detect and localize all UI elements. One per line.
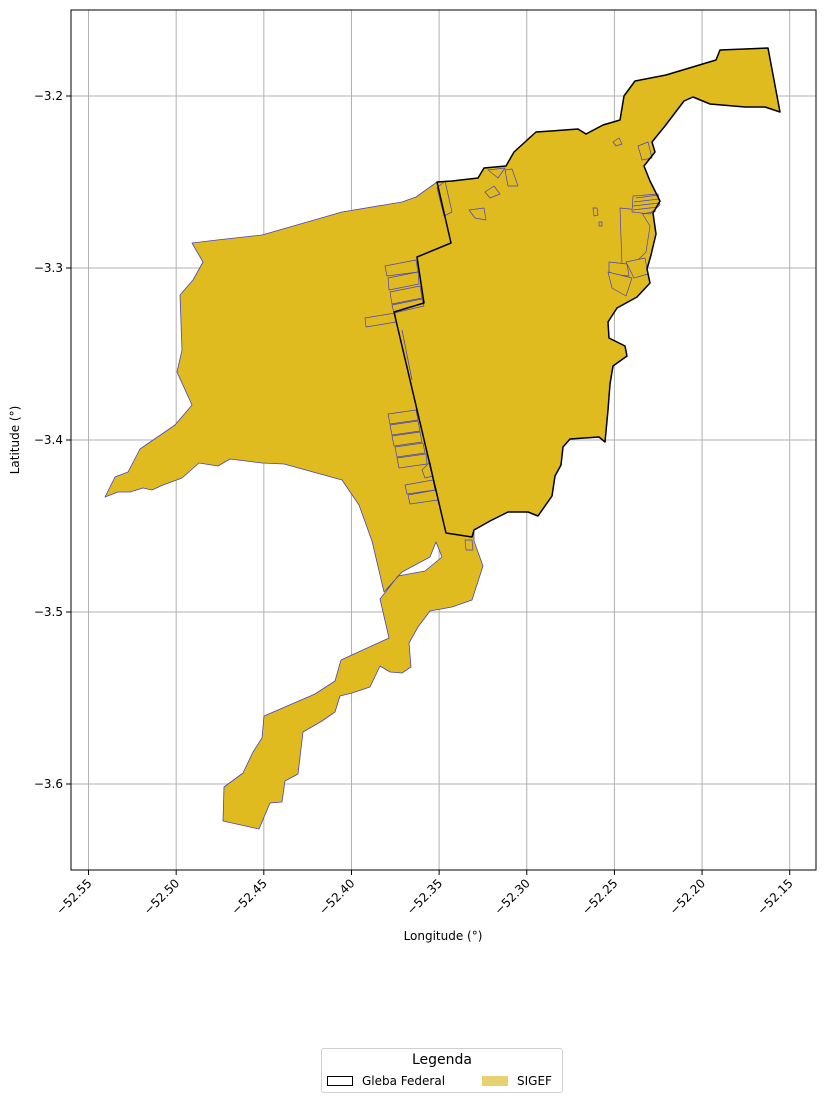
sigef-parcel	[598, 221, 603, 227]
legend: Legenda Gleba Federal SIGEF	[321, 1048, 563, 1093]
sigef-parcel-edge	[635, 194, 659, 199]
legend-item-gleba-federal: Gleba Federal	[327, 1074, 445, 1088]
sigef-parcel	[389, 285, 423, 305]
y-tick-label: −3.3	[34, 261, 63, 275]
x-axis-label: Longitude (°)	[404, 929, 483, 943]
sigef-parcel	[607, 271, 633, 297]
y-axis: −3.2 −3.3 −3.4 −3.5 −3.6	[34, 89, 71, 791]
x-tick-label: −52.20	[667, 876, 708, 917]
sigef-parcel-edge	[633, 198, 660, 203]
x-tick-label: −52.50	[141, 876, 182, 917]
sigef-parcel	[396, 453, 428, 469]
sigef-parcel-edge	[401, 329, 413, 381]
gleba-federal-polygon	[393, 47, 781, 538]
sigef-layer	[104, 47, 781, 830]
y-tick-label: −3.5	[34, 605, 63, 619]
x-tick-label: −52.15	[755, 876, 796, 917]
x-tick-label: −52.40	[316, 876, 357, 917]
sigef-parcel-edge	[632, 202, 660, 207]
sigef-parcel	[592, 207, 599, 217]
sigef-parcel	[487, 167, 506, 179]
sigef-parcel	[389, 420, 421, 436]
sigef-parcel	[394, 442, 426, 458]
sigef-parcel	[484, 185, 501, 199]
x-tick-label: −52.55	[53, 876, 94, 917]
x-axis: −52.55 −52.50 −52.45 −52.40 −52.35 −52.30 −52.…	[53, 870, 796, 918]
x-tick-label: −52.25	[579, 876, 620, 917]
sigef-parcel	[468, 207, 487, 221]
sigef-parcel-edge	[632, 206, 659, 211]
sigef-parcel	[387, 409, 419, 425]
x-tick-label: −52.30	[492, 876, 533, 917]
y-tick-label: −3.6	[34, 777, 63, 791]
sigef-parcel	[504, 168, 519, 187]
sigef-parcel	[612, 137, 623, 147]
sigef-hatch-cluster	[401, 194, 660, 381]
sigef-parcel	[391, 431, 423, 447]
sigef-main-polygon	[104, 47, 781, 830]
x-tick-label: −52.35	[404, 876, 445, 917]
legend-label: Gleba Federal	[362, 1074, 446, 1088]
legend-title: Legenda	[411, 1052, 472, 1068]
legend-swatch-fill	[482, 1076, 508, 1086]
sigef-parcel	[387, 271, 420, 291]
gleba-federal-layer	[393, 47, 781, 538]
y-tick-label: −3.4	[34, 433, 63, 447]
legend-swatch-outline	[327, 1076, 353, 1086]
y-axis-label: Latitude (°)	[8, 406, 22, 475]
sigef-parcel	[637, 141, 653, 161]
y-tick-label: −3.2	[34, 89, 63, 103]
sigef-parcel	[608, 261, 630, 277]
x-tick-label: −52.45	[229, 876, 270, 917]
sigef-parcel	[464, 539, 474, 551]
legend-item-sigef: SIGEF	[482, 1074, 552, 1088]
sigef-parcel	[436, 180, 453, 217]
legend-label: SIGEF	[517, 1074, 552, 1088]
